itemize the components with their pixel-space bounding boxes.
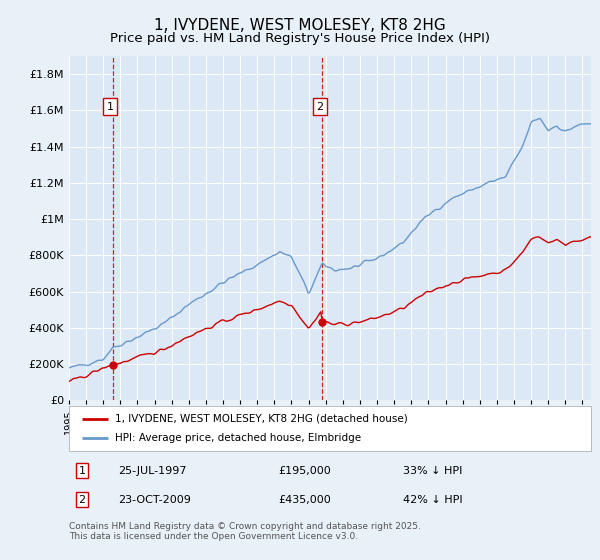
Text: HPI: Average price, detached house, Elmbridge: HPI: Average price, detached house, Elmb…	[115, 433, 361, 444]
Text: 25-JUL-1997: 25-JUL-1997	[119, 465, 187, 475]
Text: 1: 1	[107, 102, 114, 112]
Text: 1, IVYDENE, WEST MOLESEY, KT8 2HG (detached house): 1, IVYDENE, WEST MOLESEY, KT8 2HG (detac…	[115, 413, 407, 423]
Text: 2: 2	[79, 494, 86, 505]
Text: 33% ↓ HPI: 33% ↓ HPI	[403, 465, 463, 475]
Text: Contains HM Land Registry data © Crown copyright and database right 2025.
This d: Contains HM Land Registry data © Crown c…	[69, 522, 421, 542]
Text: 42% ↓ HPI: 42% ↓ HPI	[403, 494, 463, 505]
Text: 23-OCT-2009: 23-OCT-2009	[119, 494, 191, 505]
Text: 1, IVYDENE, WEST MOLESEY, KT8 2HG: 1, IVYDENE, WEST MOLESEY, KT8 2HG	[154, 18, 446, 33]
Text: £195,000: £195,000	[278, 465, 331, 475]
Text: 1: 1	[79, 465, 86, 475]
Text: 2: 2	[316, 102, 323, 112]
Text: Price paid vs. HM Land Registry's House Price Index (HPI): Price paid vs. HM Land Registry's House …	[110, 32, 490, 45]
Text: £435,000: £435,000	[278, 494, 331, 505]
